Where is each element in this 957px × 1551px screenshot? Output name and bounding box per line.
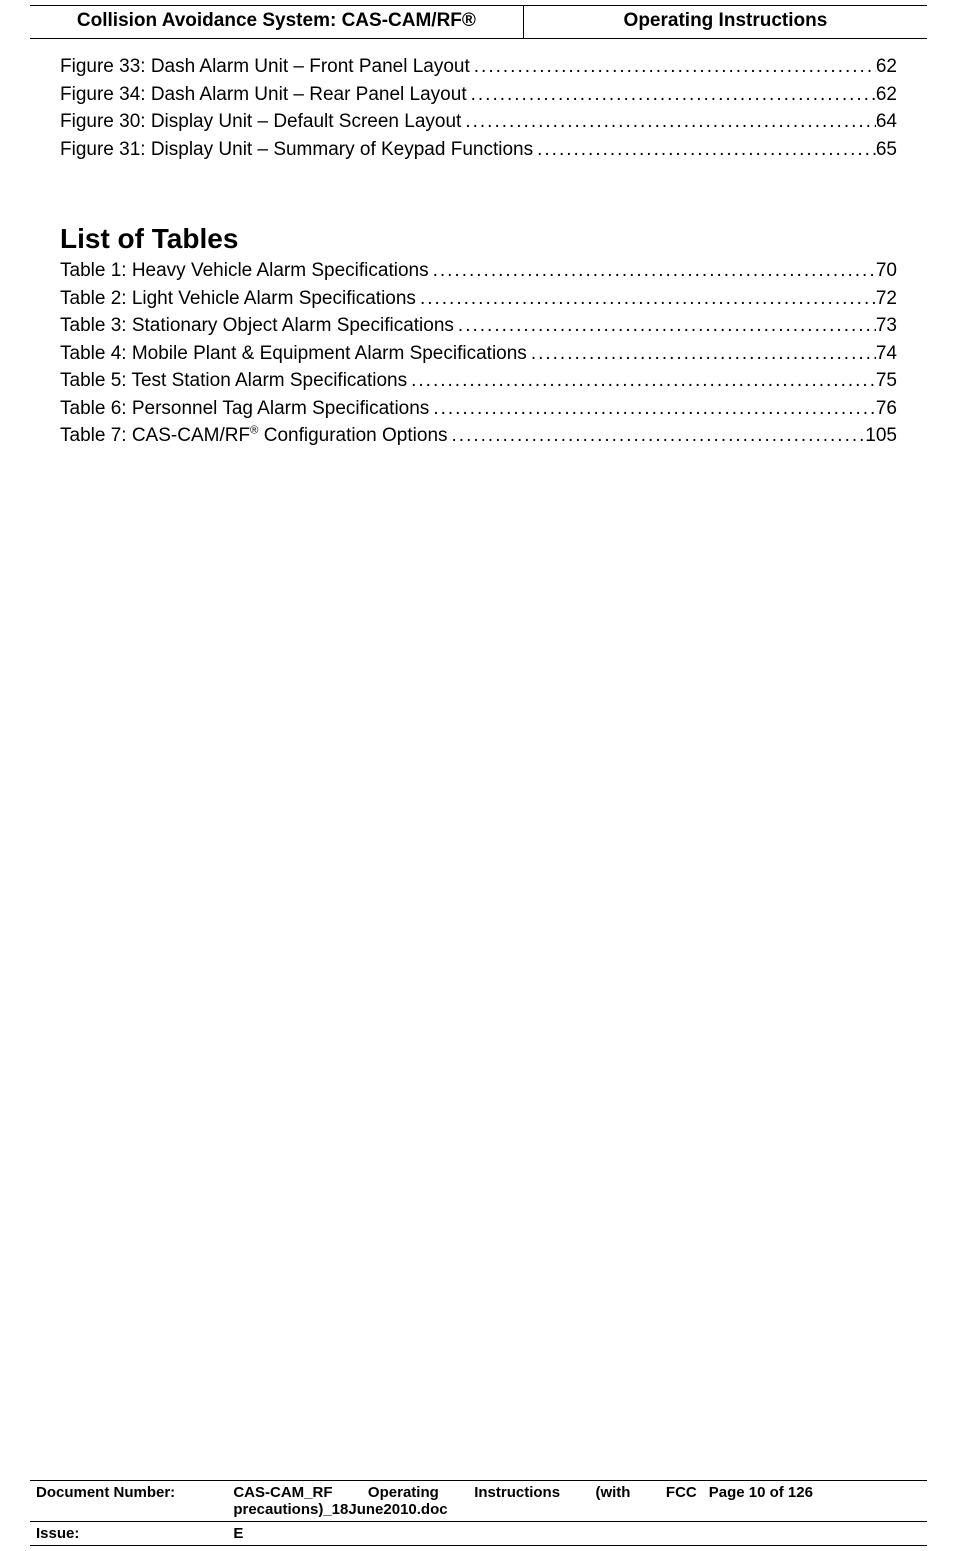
toc-table-row: Table 4: Mobile Plant & Equipment Alarm … (60, 340, 897, 368)
toc-table-row: Table 7: CAS-CAM/RF® Configuration Optio… (60, 422, 897, 450)
page: Collision Avoidance System: CAS-CAM/RF® … (0, 5, 957, 1551)
toc-leader (429, 257, 876, 285)
toc-page: 62 (876, 81, 897, 109)
toc-label: Figure 30: Display Unit – Default Screen… (60, 108, 461, 136)
toc-page: 105 (865, 422, 897, 450)
toc-leader (461, 108, 876, 136)
footer-docnum-label: Document Number: (30, 1481, 227, 1522)
footer-issue-label: Issue: (30, 1522, 227, 1546)
page-footer: Document Number: CAS-CAM_RF Operating In… (30, 1480, 927, 1546)
toc-leader (454, 312, 876, 340)
page-body: Figure 33: Dash Alarm Unit – Front Panel… (30, 53, 927, 450)
toc-label: Figure 31: Display Unit – Summary of Key… (60, 136, 533, 164)
toc-label-prefix: Table 7: CAS-CAM/RF (60, 425, 250, 446)
toc-page: 73 (876, 312, 897, 340)
toc-page: 72 (876, 285, 897, 313)
toc-table-row: Table 3: Stationary Object Alarm Specifi… (60, 312, 897, 340)
toc-label: Table 7: CAS-CAM/RF® Configuration Optio… (60, 422, 448, 450)
toc-label: Table 4: Mobile Plant & Equipment Alarm … (60, 340, 527, 368)
toc-label: Figure 34: Dash Alarm Unit – Rear Panel … (60, 81, 467, 109)
toc-page: 62 (876, 53, 897, 81)
toc-label: Table 6: Personnel Tag Alarm Specificati… (60, 395, 429, 423)
toc-page: 70 (876, 257, 897, 285)
toc-label-suffix: Configuration Options (258, 425, 447, 446)
toc-leader (416, 285, 876, 313)
page-header: Collision Avoidance System: CAS-CAM/RF® … (30, 5, 927, 39)
toc-leader (527, 340, 876, 368)
toc-leader (407, 367, 876, 395)
toc-page: 74 (876, 340, 897, 368)
footer-issue-value: E (227, 1522, 702, 1546)
footer-page-label: Page 10 of 126 (703, 1481, 927, 1522)
toc-leader (470, 53, 876, 81)
toc-table-row: Table 2: Light Vehicle Alarm Specificati… (60, 285, 897, 313)
toc-label: Table 1: Heavy Vehicle Alarm Specificati… (60, 257, 429, 285)
toc-page: 75 (876, 367, 897, 395)
toc-label: Table 2: Light Vehicle Alarm Specificati… (60, 285, 416, 313)
toc-label: Table 3: Stationary Object Alarm Specifi… (60, 312, 454, 340)
footer-docnum-value: CAS-CAM_RF Operating Instructions (with … (227, 1481, 702, 1522)
list-of-tables-heading: List of Tables (60, 223, 897, 255)
toc-leader (448, 422, 866, 450)
toc-label: Figure 33: Dash Alarm Unit – Front Panel… (60, 53, 470, 81)
toc-figure-row: Figure 31: Display Unit – Summary of Key… (60, 136, 897, 164)
toc-figure-row: Figure 33: Dash Alarm Unit – Front Panel… (60, 53, 897, 81)
toc-page: 76 (876, 395, 897, 423)
toc-label: Table 5: Test Station Alarm Specificatio… (60, 367, 407, 395)
toc-table-row: Table 6: Personnel Tag Alarm Specificati… (60, 395, 897, 423)
toc-figure-row: Figure 34: Dash Alarm Unit – Rear Panel … (60, 81, 897, 109)
toc-leader (429, 395, 876, 423)
header-left: Collision Avoidance System: CAS-CAM/RF® (30, 6, 523, 39)
toc-table-row: Table 5: Test Station Alarm Specificatio… (60, 367, 897, 395)
toc-page: 65 (876, 136, 897, 164)
toc-page: 64 (876, 108, 897, 136)
toc-leader (533, 136, 876, 164)
toc-figure-row: Figure 30: Display Unit – Default Screen… (60, 108, 897, 136)
toc-leader (467, 81, 876, 109)
footer-empty (703, 1522, 927, 1546)
header-right: Operating Instructions (523, 6, 927, 39)
toc-table-row: Table 1: Heavy Vehicle Alarm Specificati… (60, 257, 897, 285)
